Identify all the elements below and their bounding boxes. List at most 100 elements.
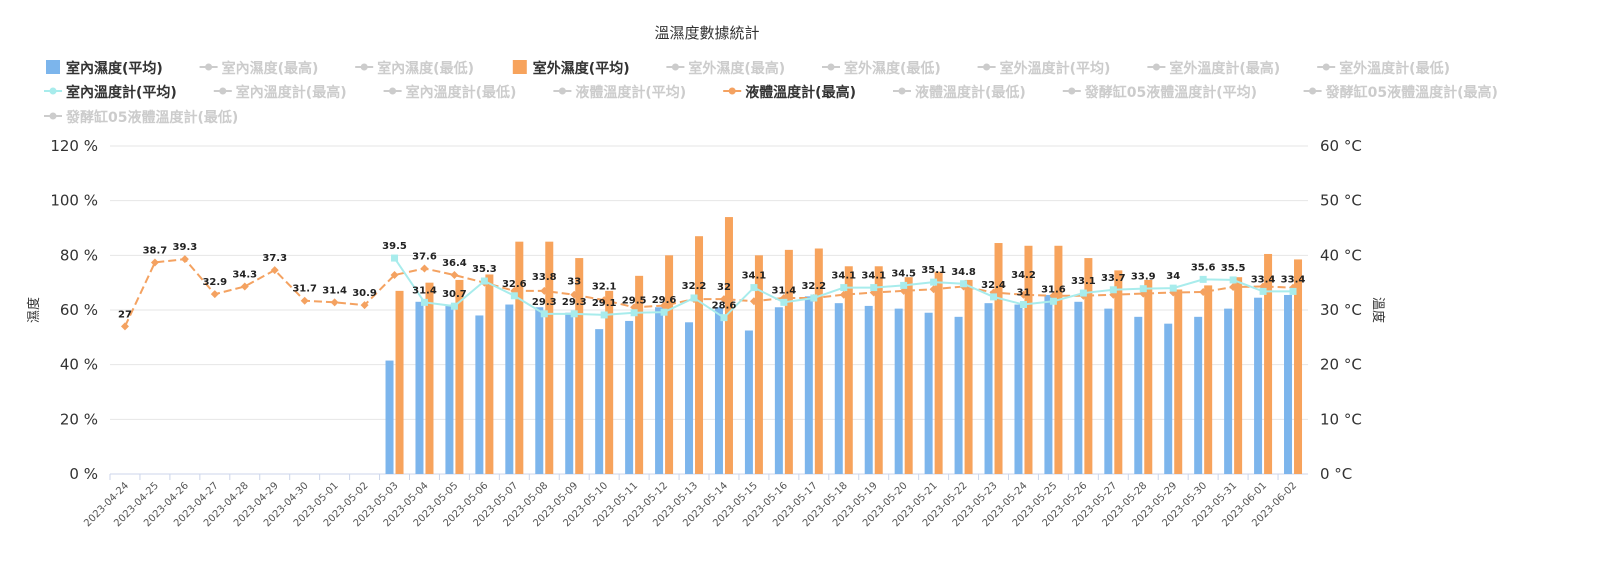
series-point <box>1139 285 1147 293</box>
legend-item[interactable]: 室外溫度計(最低) <box>1317 60 1450 77</box>
legend-item[interactable]: 室內濕度(最高) <box>199 60 319 77</box>
legend-item[interactable]: 發酵缸05液體溫度計(最低) <box>44 109 238 126</box>
bar <box>1134 316 1143 474</box>
bar <box>1044 294 1053 474</box>
legend-item[interactable]: 液體溫度計(最低) <box>893 84 1026 101</box>
legend-item[interactable]: 液體溫度計(最高) <box>723 84 856 101</box>
legend-item[interactable]: 發酵缸05液體溫度計(平均) <box>1062 84 1257 101</box>
bar <box>844 266 853 474</box>
legend-item[interactable]: 室內溫度計(最低) <box>383 84 517 101</box>
bar <box>714 307 723 474</box>
data-label: 32.1 <box>592 282 617 293</box>
y-left-tick-label: 40 % <box>60 356 98 374</box>
bar <box>1234 277 1243 474</box>
data-label: 31.4 <box>412 285 437 296</box>
bar <box>395 290 404 474</box>
bar <box>515 241 524 474</box>
series-point <box>1199 287 1208 296</box>
bar <box>924 312 933 474</box>
series-point <box>630 309 638 317</box>
y-left-tick-label: 80 % <box>60 246 98 264</box>
data-label: 33.9 <box>1131 272 1156 283</box>
bar <box>1054 245 1063 474</box>
series-point <box>870 284 878 292</box>
legend-item[interactable]: 室內濕度(最低) <box>355 60 474 77</box>
data-label: 34 <box>1166 271 1180 282</box>
bar <box>1114 270 1123 474</box>
bar <box>1264 253 1273 474</box>
legend-marker <box>1068 87 1076 95</box>
series-point <box>1079 289 1087 297</box>
data-label: 29.3 <box>562 297 587 308</box>
legend-label: 室內濕度(最低) <box>377 60 474 77</box>
data-label: 33.7 <box>1101 273 1126 284</box>
series-point <box>120 322 129 331</box>
legend-label: 室內濕度(最高) <box>222 60 319 77</box>
series-point <box>1019 301 1027 309</box>
y-left-tick-label: 0 % <box>69 465 98 483</box>
legend-label: 發酵缸05液體溫度計(最高) <box>1325 84 1498 101</box>
series-line <box>124 258 1294 327</box>
legend-marker <box>728 87 736 95</box>
bar <box>695 236 704 474</box>
bar <box>575 258 584 474</box>
data-label: 32.2 <box>682 281 707 292</box>
legend-item[interactable]: 發酵缸05液體溫度計(最高) <box>1303 84 1498 101</box>
legend-item[interactable]: 室外濕度(平均) <box>512 60 630 77</box>
y-right-tick-label: 20 °C <box>1320 356 1362 374</box>
bar <box>425 282 434 474</box>
data-label: 34.5 <box>891 268 916 279</box>
legend-label: 室內溫度計(平均) <box>66 84 177 101</box>
data-label: 32.4 <box>981 280 1006 291</box>
series-point <box>990 293 998 301</box>
series-point <box>540 310 548 318</box>
data-label: 35.6 <box>1191 262 1216 273</box>
series-point <box>810 294 818 302</box>
legend-item[interactable]: 室外濕度(最低) <box>822 60 941 77</box>
bar <box>894 308 903 474</box>
legend-marker <box>827 63 835 71</box>
y-left-tick-label: 60 % <box>60 301 98 319</box>
series-point <box>180 255 189 264</box>
data-label: 34.3 <box>232 269 257 280</box>
data-label: 33.8 <box>532 272 557 283</box>
bar <box>1254 297 1263 474</box>
series-point <box>540 286 549 295</box>
bar <box>385 360 394 474</box>
legend-item[interactable]: 室內濕度(平均) <box>46 60 163 77</box>
series-point <box>420 298 428 306</box>
series-point <box>780 298 788 306</box>
legend-item[interactable]: 室內溫度計(最高) <box>213 84 347 101</box>
legend-item[interactable]: 室外濕度(最高) <box>666 60 785 77</box>
data-label: 33.1 <box>1071 276 1096 287</box>
series-point <box>391 254 399 262</box>
series-point <box>930 278 938 286</box>
data-label: 32 <box>717 282 731 293</box>
legend-label: 室外溫度計(最低) <box>1339 60 1450 77</box>
bar <box>655 307 664 474</box>
bar <box>934 271 943 474</box>
data-label: 32.6 <box>502 279 527 290</box>
legend-marker <box>49 112 57 120</box>
bar <box>565 312 574 474</box>
series-point <box>929 285 938 294</box>
bar <box>1194 316 1203 474</box>
legend-item[interactable]: 室內溫度計(平均) <box>44 84 177 101</box>
bar <box>954 316 963 474</box>
bars <box>385 217 1303 475</box>
series-point <box>420 264 429 273</box>
legend-item[interactable]: 室外溫度計(平均) <box>977 60 1111 77</box>
bar <box>804 296 813 474</box>
bar <box>814 248 823 474</box>
legend-item[interactable]: 室外溫度計(最高) <box>1147 60 1280 77</box>
series-point <box>240 282 249 291</box>
data-label: 29.3 <box>532 297 557 308</box>
series-point <box>570 290 579 299</box>
bar <box>1084 258 1093 474</box>
bar <box>784 249 793 474</box>
legend-item[interactable]: 液體溫度計(平均) <box>553 84 686 101</box>
data-label: 34.1 <box>742 271 767 282</box>
bar <box>774 307 783 474</box>
y-axis-left: 0 % 20 % 40 % 60 % 80 % 100 % 120 % <box>50 137 98 483</box>
bar <box>415 301 424 474</box>
